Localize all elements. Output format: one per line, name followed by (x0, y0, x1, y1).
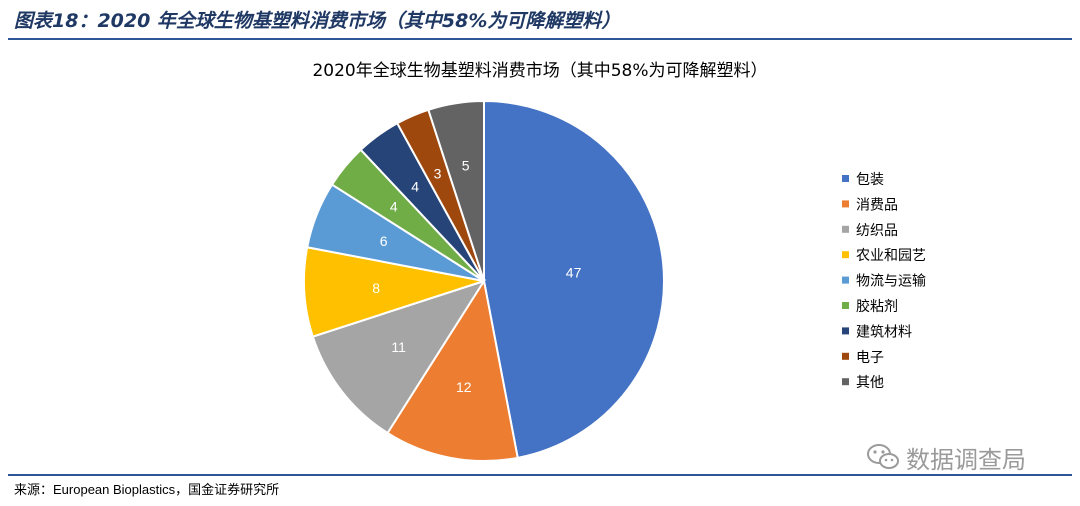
pie-data-label: 8 (372, 280, 380, 296)
pie-data-label: 12 (456, 379, 472, 395)
pie-data-label: 47 (566, 265, 582, 281)
legend-label: 包装 (856, 172, 884, 188)
pie-slice (483, 99, 665, 459)
legend-label: 电子 (856, 350, 884, 366)
pie-slice (386, 278, 519, 462)
source-note: 来源：European Bioplastics，国金证券研究所 (14, 482, 280, 497)
legend-label: 农业和园艺 (856, 248, 926, 264)
legend-label: 胶粘剂 (856, 298, 898, 315)
pie-slice (427, 99, 485, 282)
legend-swatch (842, 200, 849, 208)
figure-title: 图表18：2020 年全球生物基塑料消费市场（其中58%为可降解塑料） (14, 10, 621, 32)
legend-swatch (842, 276, 849, 284)
pie-data-label: 4 (411, 178, 419, 194)
pie-data-label: 6 (380, 233, 388, 249)
pie-data-label: 11 (391, 339, 406, 355)
pie-slice (303, 246, 485, 338)
bottom-rule (8, 474, 1072, 476)
legend-swatch (842, 225, 849, 233)
pie-slices (303, 99, 665, 462)
legend-label: 纺织品 (856, 223, 898, 239)
legend-label: 建筑材料 (856, 324, 912, 340)
legend-swatch (842, 352, 849, 360)
pie-data-label: 3 (434, 166, 442, 182)
watermark-text: 数据调查局 (906, 445, 1026, 474)
wechat-icon (867, 444, 899, 469)
legend-swatch (842, 327, 849, 335)
watermark: 数据调查局 (866, 440, 1026, 474)
chart-title: 2020年全球生物基塑料消费市场（其中58%为可降解塑料） (312, 61, 767, 81)
pie-data-label: 4 (390, 198, 398, 214)
legend-swatch (842, 378, 849, 386)
top-rule (8, 38, 1072, 40)
pie-data-label: 5 (462, 157, 470, 173)
pie-slice (311, 279, 487, 435)
legend-label: 物流与运输 (856, 274, 926, 290)
legend-swatch (842, 302, 849, 309)
legend-swatch (842, 175, 849, 182)
legend-label: 消费品 (856, 197, 898, 213)
legend-swatch (842, 251, 849, 259)
legend-label: 其他 (856, 375, 884, 391)
